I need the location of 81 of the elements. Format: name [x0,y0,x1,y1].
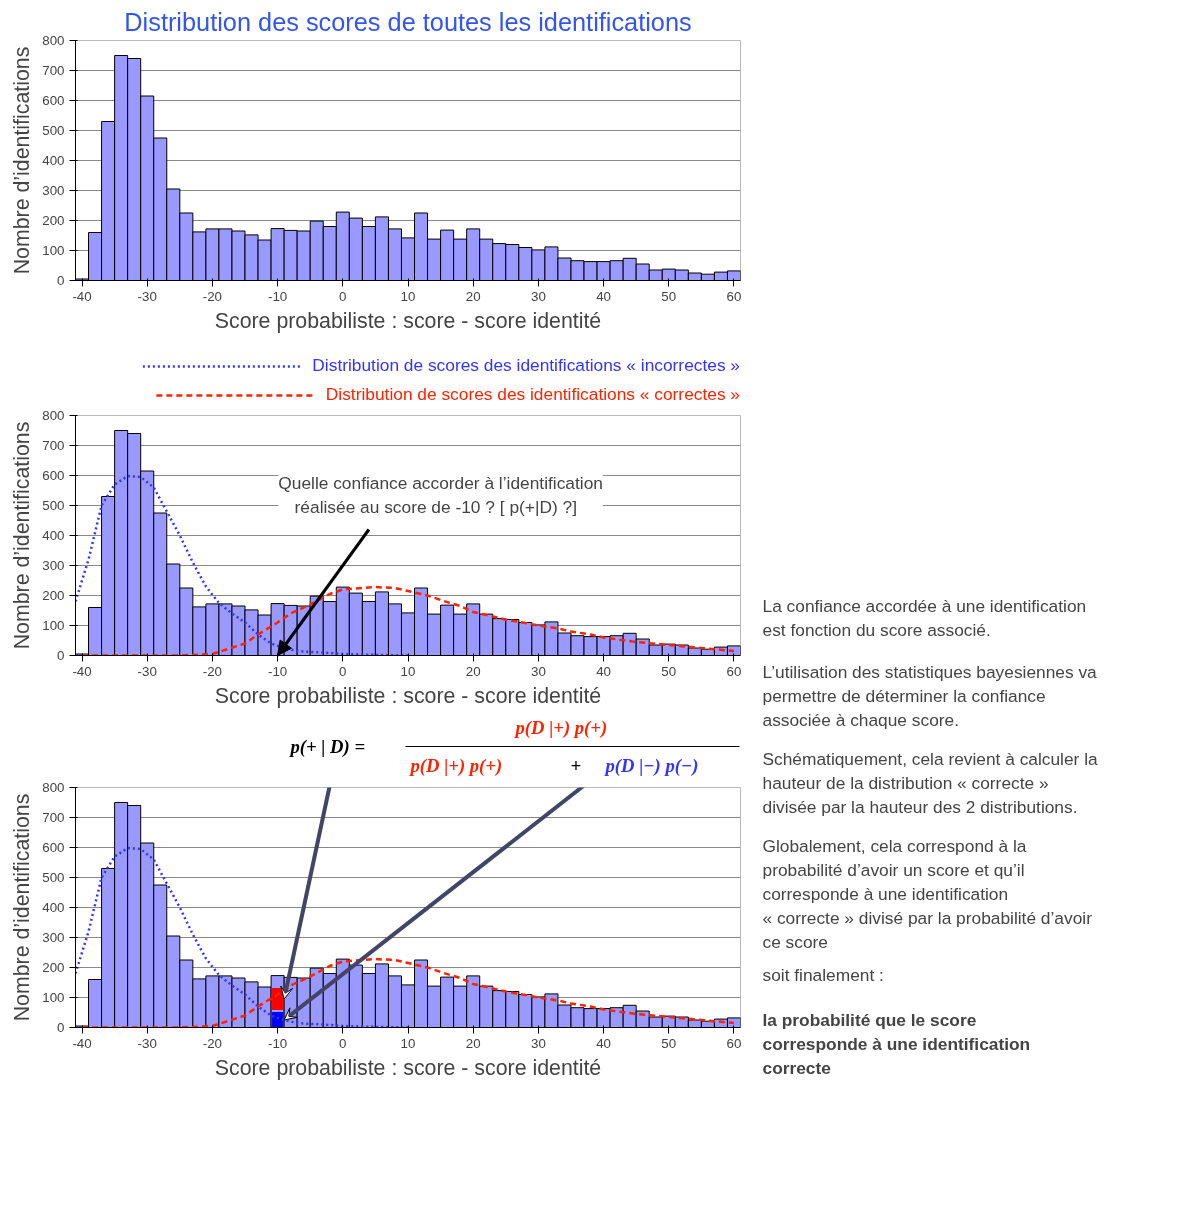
x-tick-label: 40 [596,663,611,679]
x-tick-label: 30 [530,663,546,679]
text: Distribution de scores des identifications « correctes » [325,384,740,405]
x-tick-label: 60 [726,288,742,304]
y-tick-label: 700 [42,810,65,825]
y-tick-label: 300 [42,930,65,945]
x-tick-label: -10 [267,288,288,304]
x-axis-title: Score probabiliste : score - score identité [214,1055,602,1080]
y-tick-label: 0 [57,1020,65,1035]
y-tick-label: 600 [42,468,65,483]
text: L’utilisation des statistiques bayesiennes va permettre de déterminer la confiance associée à chaque score. [762,661,1098,730]
y-tick-label: 100 [42,990,65,1005]
x-tick-label: -10 [267,1035,288,1051]
x-tick-label: -30 [137,288,157,304]
y-tick-label: 400 [42,528,65,543]
x-tick-label: 20 [465,663,481,679]
y-tick-label: 500 [42,123,65,138]
x-tick-label: 0 [339,663,347,679]
y-axis-title: Nombre d’identifications [10,46,35,275]
y-tick-label: 200 [42,588,65,603]
text: soit finalement : [762,964,884,985]
text: + [570,755,582,776]
y-tick-label: 100 [42,243,65,258]
x-tick-label: 50 [661,1035,677,1051]
y-axis-title: Nombre d’identifications [10,793,35,1022]
text: Distribution de scores des identifications « incorrectes » [312,355,740,376]
y-tick-label: 700 [42,63,65,78]
y-tick-label: 700 [42,438,65,453]
x-tick-label: -20 [202,288,223,304]
x-tick-label: -40 [72,288,92,304]
x-tick-label: 40 [596,288,611,304]
x-tick-label: -20 [202,663,223,679]
x-tick-label: 20 [465,288,481,304]
text: Globalement, cela correspond à la probabilité d’avoir un score et qu’il corresponde à une identification « correcte » divisé par la probabilité d’avoir ce score [762,835,1093,952]
y-tick-label: 0 [57,648,65,663]
x-tick-label: 10 [400,663,416,679]
chart-title: Distribution des scores de toutes les identifications [124,7,692,36]
y-tick-label: 600 [42,840,65,855]
x-axis-title: Score probabiliste : score - score identité [214,683,602,708]
x-tick-label: 0 [339,288,347,304]
y-tick-label: 500 [42,870,65,885]
text: p(D |+) p(+) [513,717,608,739]
x-tick-label: 40 [596,1035,611,1051]
x-tick-label: 60 [726,1035,742,1051]
text: p(+ | D) = [288,736,366,758]
x-tick-label: 10 [400,1035,416,1051]
x-tick-label: 30 [530,1035,546,1051]
text: Schématiquement, cela revient à calculer la hauteur de la distribution « correcte » divisée par la hauteur des 2 distributions. [762,748,1099,817]
x-tick-label: -20 [202,1035,223,1051]
x-tick-label: -40 [72,663,92,679]
y-tick-label: 500 [42,498,65,513]
x-tick-label: -30 [137,1035,157,1051]
y-tick-label: 800 [42,33,65,48]
y-tick-label: 200 [42,960,65,975]
text: la probabilité que le score corresponde à une identification correcte [762,1009,1031,1078]
y-tick-label: 400 [42,153,65,168]
x-tick-label: 60 [726,663,742,679]
y-tick-label: 800 [42,780,65,795]
x-tick-label: 30 [530,288,546,304]
x-tick-label: 20 [465,1035,481,1051]
y-tick-label: 100 [42,618,65,633]
y-tick-label: 600 [42,93,65,108]
y-tick-label: 0 [57,273,65,288]
y-tick-label: 300 [42,558,65,573]
x-tick-label: 0 [339,1035,347,1051]
x-tick-label: 50 [661,288,677,304]
x-tick-label: 50 [661,663,677,679]
y-tick-label: 800 [42,408,65,423]
y-tick-label: 200 [42,213,65,228]
annotation: Quelle confiance accorder à l’identification réalisée au score de -10 ? [ p(+|D) ?] [278,472,603,517]
text: p(D |−) p(−) [603,755,699,777]
x-axis-title: Score probabiliste : score - score identité [214,308,602,333]
y-axis-title: Nombre d’identifications [10,421,35,650]
x-tick-label: 10 [400,288,416,304]
text: p(D |+) p(+) [408,755,503,777]
x-tick-label: -30 [137,663,157,679]
x-tick-label: -40 [72,1035,92,1051]
y-tick-label: 300 [42,183,65,198]
x-tick-label: -10 [267,663,288,679]
text: La confiance accordée à une identification est fonction du score associé. [762,595,1087,640]
y-tick-label: 400 [42,900,65,915]
